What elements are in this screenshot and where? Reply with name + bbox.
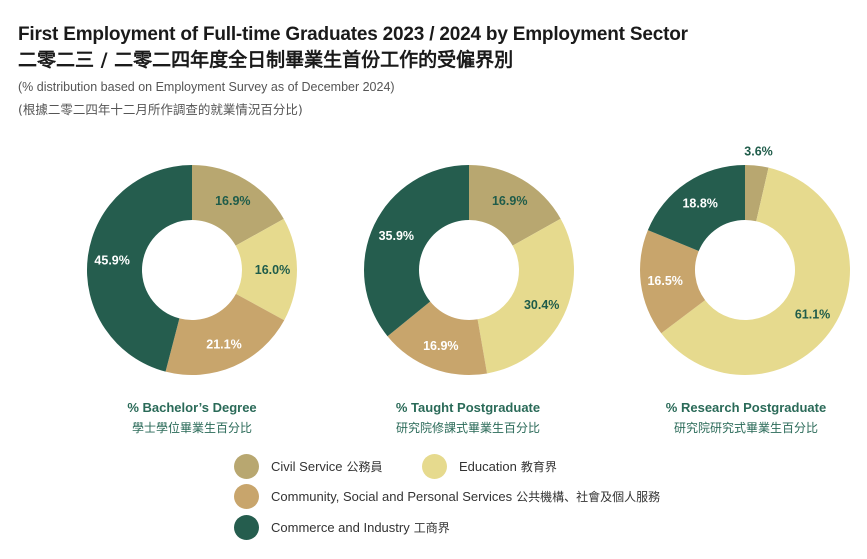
slice-label-bachelor-education: 16.0%	[255, 263, 290, 277]
legend-civil-service: Civil Service 公務員	[234, 454, 383, 479]
chart-title: First Employment of Full-time Graduates …	[18, 24, 688, 45]
slice-label-bachelor-community-social-and-personal-services: 21.1%	[206, 337, 241, 351]
slice-label-bachelor-civil-service: 16.9%	[215, 194, 250, 208]
legend-label-chinese: 公共機構、社會及個人服務	[516, 490, 661, 504]
slice-research-postgraduate-civil-service	[745, 165, 769, 222]
legend-label: Civil Service	[271, 459, 343, 474]
slice-bachelor-community-social-and-personal-services	[165, 293, 285, 375]
legend-swatch-commerce	[234, 515, 259, 540]
chart-subtitle: (% distribution based on Employment Surv…	[18, 80, 395, 94]
slice-label-research-postgraduate-community-social-and-personal-services: 16.5%	[647, 274, 682, 288]
legend-education: Education 教育界	[422, 454, 557, 479]
caption-bachelor-chinese: 學士學位畢業生百分比	[131, 421, 252, 435]
slice-bachelor-education	[235, 218, 297, 321]
caption-research-postgraduate-chinese: 研究院研究式畢業生百分比	[673, 421, 818, 435]
slice-label-taught-postgraduate-commerce-and-industry: 35.9%	[379, 229, 414, 243]
slice-label-bachelor-commerce-and-industry: 45.9%	[94, 253, 129, 267]
caption-research-postgraduate: % Research Postgraduate	[665, 400, 827, 415]
slice-bachelor-civil-service	[192, 165, 284, 246]
slice-research-postgraduate-commerce-and-industry	[647, 165, 745, 252]
caption-taught-postgraduate-chinese: 研究院修課式畢業生百分比	[395, 421, 540, 435]
legend-label-chinese: 工商界	[413, 521, 450, 535]
legend-swatch-civil-service	[234, 454, 259, 479]
chart-subtitle-chinese: (根據二零二四年十二月所作調查的就業情況百分比)	[18, 102, 303, 117]
slice-label-taught-postgraduate-community-social-and-personal-services: 16.9%	[423, 339, 458, 353]
donut-charts: 16.9% 16.0% 21.1% 45.9% 16.9% 30.4% 16.9% 35.9%…	[86, 144, 850, 375]
caption-bachelor: % Bachelor’s Degree	[127, 400, 257, 415]
legend-community: Community, Social and Personal Services 公…	[234, 484, 660, 509]
slice-taught-postgraduate-community-social-and-personal-services	[387, 301, 488, 375]
slice-research-postgraduate-education	[661, 167, 850, 375]
slice-taught-postgraduate-education	[477, 218, 575, 374]
slice-label-taught-postgraduate-civil-service: 16.9%	[492, 194, 527, 208]
legend-label: Commerce and Industry	[271, 520, 410, 535]
legend-swatch-education	[422, 454, 447, 479]
slice-taught-postgraduate-commerce-and-industry	[364, 165, 469, 337]
legend-label: Community, Social and Personal Services	[271, 489, 513, 504]
slice-label-taught-postgraduate-education: 30.4%	[524, 298, 559, 312]
legend-label-chinese: 教育界	[520, 460, 557, 474]
slice-label-research-postgraduate-civil-service: 3.6%	[744, 144, 773, 158]
caption-taught-postgraduate: % Taught Postgraduate	[395, 400, 541, 415]
legend-label: Education	[459, 459, 517, 474]
chart-title-chinese: 二零二三 / 二零二四年度全日制畢業生首份工作的受僱界別	[18, 49, 514, 71]
legend-swatch-community	[234, 484, 259, 509]
slice-research-postgraduate-community-social-and-personal-services	[640, 230, 706, 334]
legend-label-chinese: 公務員	[346, 460, 383, 474]
slice-taught-postgraduate-civil-service	[469, 165, 561, 246]
slice-label-research-postgraduate-commerce-and-industry: 18.8%	[682, 197, 717, 211]
slice-bachelor-commerce-and-industry	[86, 165, 192, 372]
legend-commerce: Commerce and Industry 工商界	[234, 515, 450, 540]
slice-label-research-postgraduate-education: 61.1%	[795, 307, 830, 321]
